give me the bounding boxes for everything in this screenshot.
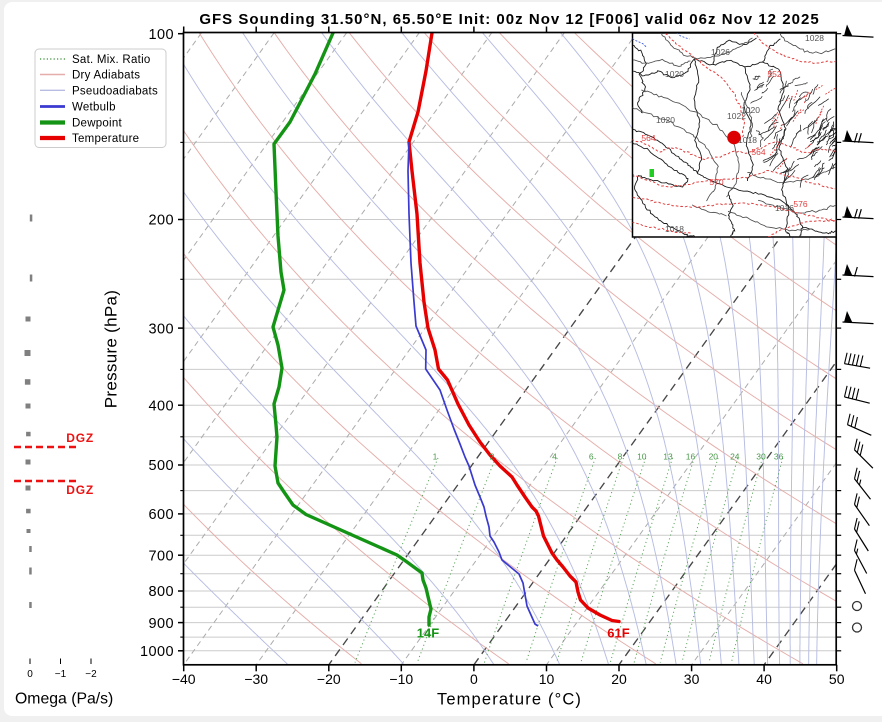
svg-text:1020: 1020 <box>741 105 760 115</box>
svg-text:Pressure (hPa): Pressure (hPa) <box>102 290 121 409</box>
svg-text:552: 552 <box>767 69 781 79</box>
svg-text:2: 2 <box>490 452 495 462</box>
svg-text:36: 36 <box>774 452 784 462</box>
svg-text:20: 20 <box>709 452 719 462</box>
svg-text:500: 500 <box>148 458 174 474</box>
svg-text:576: 576 <box>793 199 807 209</box>
svg-text:300: 300 <box>148 321 174 337</box>
svg-text:DGZ: DGZ <box>66 431 94 445</box>
svg-text:1000: 1000 <box>140 644 174 660</box>
svg-text:−10: −10 <box>389 671 413 687</box>
svg-text:40: 40 <box>756 671 772 687</box>
svg-text:1022: 1022 <box>727 111 746 121</box>
svg-text:1016: 1016 <box>775 203 794 213</box>
svg-text:61F: 61F <box>607 626 629 641</box>
svg-text:−20: −20 <box>317 671 341 687</box>
svg-text:Pseudoadiabats: Pseudoadiabats <box>72 85 158 97</box>
svg-text:−1: −1 <box>55 669 67 680</box>
svg-text:Wetbulb: Wetbulb <box>72 102 116 114</box>
svg-text:30: 30 <box>756 452 766 462</box>
svg-text:10: 10 <box>637 452 647 462</box>
svg-text:200: 200 <box>148 213 174 229</box>
svg-text:1020: 1020 <box>665 69 684 79</box>
svg-text:DGZ: DGZ <box>66 483 94 497</box>
svg-text:4: 4 <box>552 452 557 462</box>
svg-text:800: 800 <box>148 584 174 600</box>
svg-text:Omega (Pa/s): Omega (Pa/s) <box>15 691 113 708</box>
svg-text:1020: 1020 <box>656 115 675 125</box>
svg-text:Dewpoint: Dewpoint <box>72 118 122 130</box>
svg-text:10: 10 <box>539 671 555 687</box>
svg-text:24: 24 <box>730 452 740 462</box>
svg-text:−40: −40 <box>172 671 196 687</box>
svg-text:16: 16 <box>686 452 696 462</box>
svg-text:1018: 1018 <box>738 135 757 145</box>
svg-text:30: 30 <box>684 671 700 687</box>
svg-text:1: 1 <box>433 452 438 462</box>
svg-text:6: 6 <box>589 452 594 462</box>
svg-text:1026: 1026 <box>711 47 730 57</box>
svg-text:0: 0 <box>27 669 33 680</box>
svg-text:570: 570 <box>709 177 723 187</box>
svg-text:50: 50 <box>829 671 845 687</box>
svg-text:100: 100 <box>148 27 174 43</box>
svg-text:−30: −30 <box>244 671 268 687</box>
svg-text:900: 900 <box>148 616 174 632</box>
svg-text:GFS Sounding 31.50°N, 65.50°E: GFS Sounding 31.50°N, 65.50°E Init: 00z … <box>199 11 819 28</box>
svg-text:Temperature (°C): Temperature (°C) <box>437 691 582 709</box>
svg-text:Sat. Mix. Ratio: Sat. Mix. Ratio <box>72 54 151 66</box>
svg-text:Dry Adiabats: Dry Adiabats <box>72 70 140 82</box>
svg-text:Temperature: Temperature <box>72 133 139 145</box>
svg-text:400: 400 <box>148 398 174 414</box>
svg-text:564: 564 <box>641 133 655 143</box>
svg-text:700: 700 <box>148 548 174 564</box>
svg-text:1028: 1028 <box>805 33 824 43</box>
svg-text:600: 600 <box>148 507 174 523</box>
svg-text:14F: 14F <box>417 626 439 641</box>
svg-text:1018: 1018 <box>665 224 684 234</box>
svg-text:20: 20 <box>611 671 627 687</box>
svg-text:0: 0 <box>470 671 478 687</box>
svg-text:13: 13 <box>663 452 673 462</box>
svg-text:−2: −2 <box>85 669 97 680</box>
svg-text:8: 8 <box>618 452 623 462</box>
svg-text:564: 564 <box>751 147 765 157</box>
